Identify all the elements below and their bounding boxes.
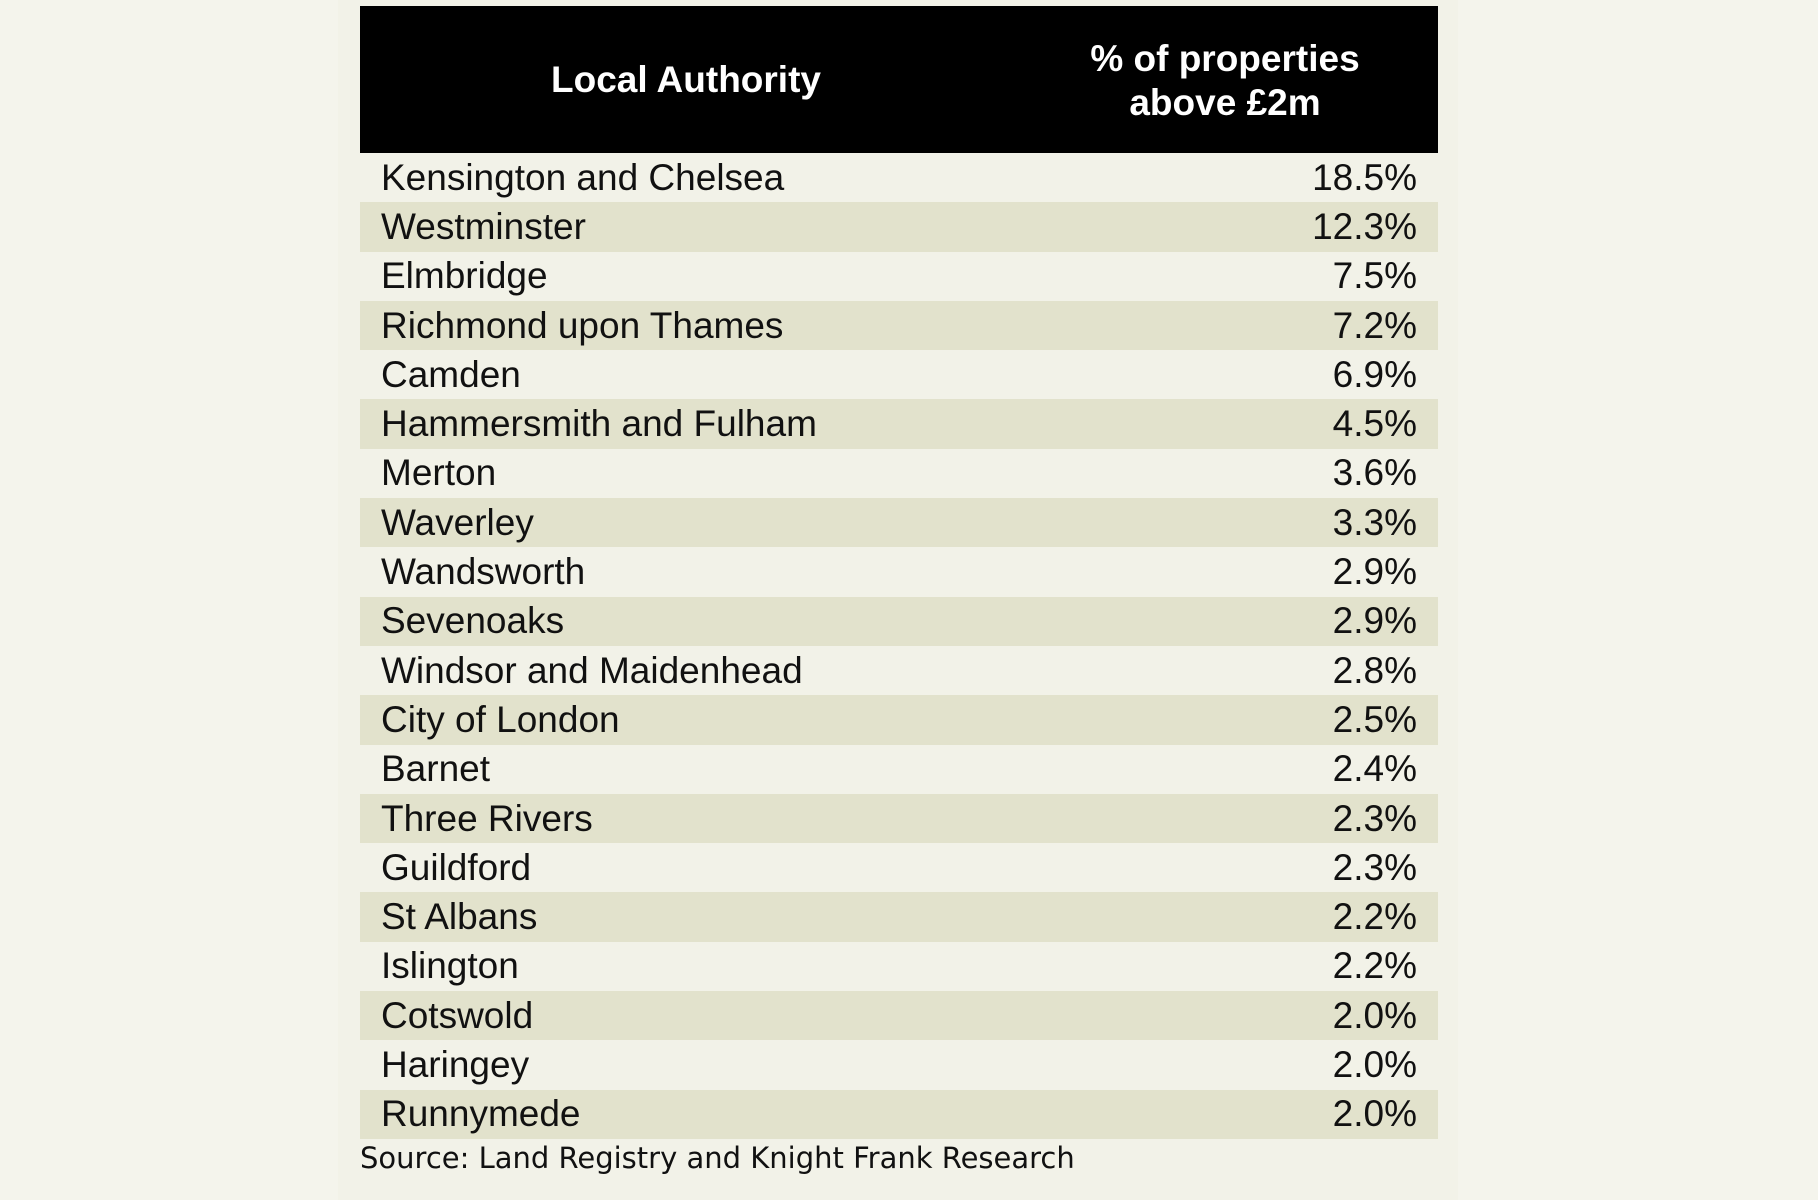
percent-cell: 18.5% xyxy=(1312,156,1417,198)
table-row: Wandsworth 2.9% xyxy=(360,547,1438,597)
table-header: Local Authority % of properties above £2… xyxy=(360,6,1438,153)
authority-cell: Cotswold xyxy=(381,994,534,1036)
table-row: Kensington and Chelsea 18.5% xyxy=(360,153,1438,203)
table-row: City of London 2.5% xyxy=(360,695,1438,745)
authority-cell: St Albans xyxy=(381,896,538,938)
table-row: Windsor and Maidenhead 2.8% xyxy=(360,645,1438,696)
authority-cell: Wandsworth xyxy=(381,551,586,593)
authority-cell: Barnet xyxy=(381,748,491,790)
header-percent-above-2m: % of properties above £2m xyxy=(1090,37,1360,123)
percent-cell: 2.0% xyxy=(1332,1043,1417,1085)
percent-cell: 7.5% xyxy=(1332,255,1417,297)
percent-cell: 2.2% xyxy=(1332,945,1417,987)
percent-cell: 2.0% xyxy=(1332,994,1417,1036)
percent-cell: 2.5% xyxy=(1332,698,1417,740)
authority-cell: Runnymede xyxy=(381,1093,581,1135)
data-table: Local Authority % of properties above £2… xyxy=(360,6,1438,1139)
percent-cell: 2.8% xyxy=(1332,649,1417,691)
percent-cell: 2.3% xyxy=(1332,846,1417,888)
percent-cell: 6.9% xyxy=(1332,353,1417,395)
table-row: Cotswold 2.0% xyxy=(360,991,1438,1041)
percent-cell: 3.6% xyxy=(1332,452,1417,494)
percent-cell: 12.3% xyxy=(1312,205,1417,247)
authority-cell: Waverley xyxy=(381,501,534,543)
table-row: Runnymede 2.0% xyxy=(360,1089,1438,1139)
table-row: Haringey 2.0% xyxy=(360,1040,1438,1090)
table-row: Richmond upon Thames 7.2% xyxy=(360,300,1438,351)
authority-cell: Camden xyxy=(381,353,521,395)
table-row: Islington 2.2% xyxy=(360,941,1438,992)
table-row: Barnet 2.4% xyxy=(360,744,1438,794)
authority-cell: Hammersmith and Fulham xyxy=(381,403,817,445)
percent-cell: 2.0% xyxy=(1332,1093,1417,1135)
percent-cell: 7.2% xyxy=(1332,304,1417,346)
authority-cell: Elmbridge xyxy=(381,255,548,297)
percent-cell: 2.2% xyxy=(1332,896,1417,938)
table-row: Camden 6.9% xyxy=(360,350,1438,400)
authority-cell: Haringey xyxy=(381,1043,530,1085)
authority-cell: Merton xyxy=(381,452,497,494)
table-row: Sevenoaks 2.9% xyxy=(360,596,1438,646)
percent-cell: 3.3% xyxy=(1332,501,1417,543)
percent-cell: 4.5% xyxy=(1332,403,1417,445)
table-body: Kensington and Chelsea 18.5% Westminster 12… xyxy=(360,153,1438,1139)
table-row: Hammersmith and Fulham 4.5% xyxy=(360,399,1438,449)
authority-cell: Richmond upon Thames xyxy=(381,304,784,346)
authority-cell: Sevenoaks xyxy=(381,600,565,642)
authority-cell: Kensington and Chelsea xyxy=(381,156,785,198)
table-row: St Albans 2.2% xyxy=(360,892,1438,942)
table-row: Waverley 3.3% xyxy=(360,498,1438,548)
table-row: Elmbridge 7.5% xyxy=(360,251,1438,301)
table-row: Guildford 2.3% xyxy=(360,843,1438,893)
source-note: Source: Land Registry and Knight Frank R… xyxy=(360,1141,1075,1175)
percent-cell: 2.3% xyxy=(1332,797,1417,839)
authority-cell: Islington xyxy=(381,945,519,987)
authority-cell: Windsor and Maidenhead xyxy=(381,649,803,691)
authority-cell: City of London xyxy=(381,698,620,740)
table-row: Three Rivers 2.3% xyxy=(360,793,1438,844)
header-local-authority: Local Authority xyxy=(551,58,821,100)
percent-cell: 2.9% xyxy=(1332,600,1417,642)
document-page: Local Authority % of properties above £2… xyxy=(338,0,1458,1200)
table-row: Merton 3.6% xyxy=(360,448,1438,499)
authority-cell: Three Rivers xyxy=(381,797,593,839)
table-row: Westminster 12.3% xyxy=(360,202,1438,252)
authority-cell: Guildford xyxy=(381,846,532,888)
percent-cell: 2.9% xyxy=(1332,551,1417,593)
authority-cell: Westminster xyxy=(381,205,586,247)
percent-cell: 2.4% xyxy=(1332,748,1417,790)
